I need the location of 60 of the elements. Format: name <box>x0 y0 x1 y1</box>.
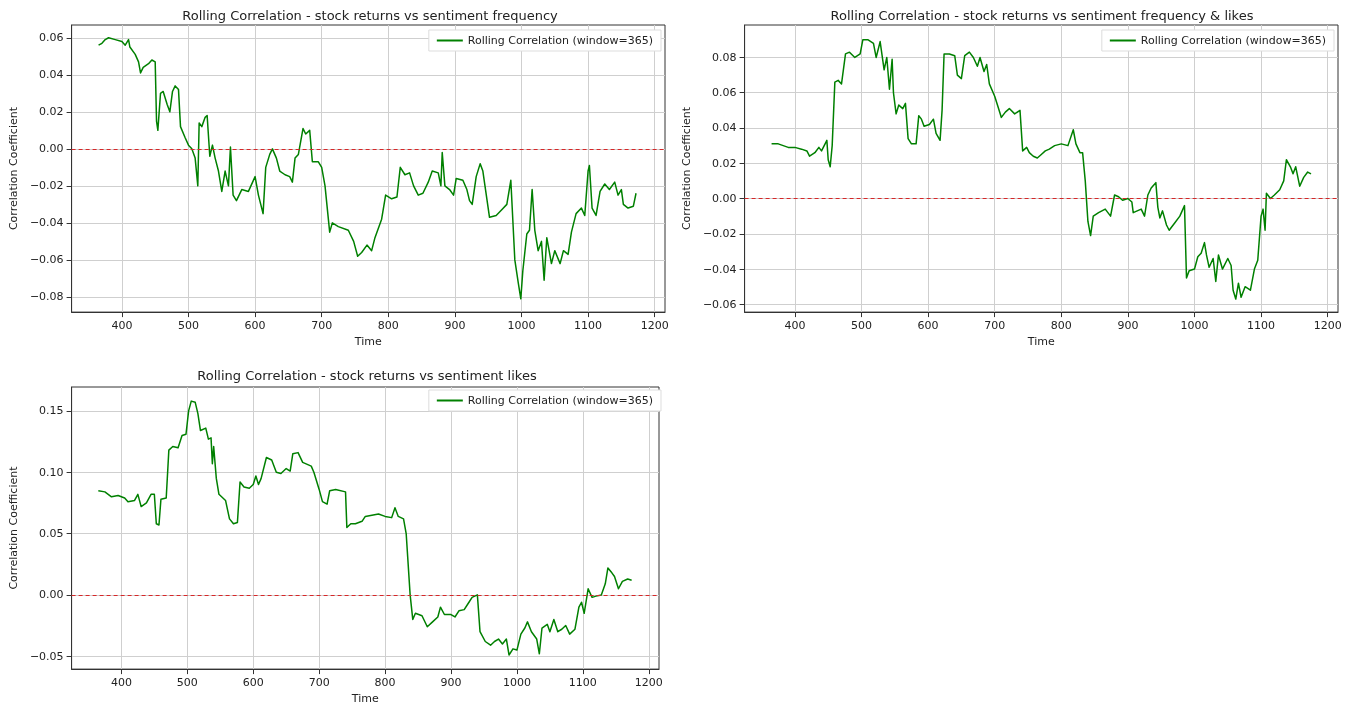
x-tick-label: 500 <box>177 319 199 333</box>
chart-title: Rolling Correlation - stock returns vs sentiment frequency <box>182 8 559 23</box>
chart-title: Rolling Correlation - stock returns vs sentiment likes <box>197 368 537 383</box>
x-tick-label: 1100 <box>1247 319 1276 333</box>
y-tick-label: 0.06 <box>712 86 737 100</box>
y-axis-title: Correlation Coefficient <box>680 106 693 231</box>
legend-label: Rolling Correlation (window=365) <box>1140 34 1327 47</box>
y-tick-label: −0.02 <box>29 179 64 193</box>
y-tick-label: 0.04 <box>712 121 737 135</box>
x-tick-label: 600 <box>242 676 264 690</box>
x-tick-label: 900 <box>440 676 462 690</box>
x-tick-label: 800 <box>377 319 399 333</box>
y-tick-label: −0.04 <box>29 216 64 230</box>
y-tick-label: 0.08 <box>712 50 737 64</box>
x-tick-label: 900 <box>1117 319 1139 333</box>
x-tick-label: 400 <box>111 319 133 333</box>
x-tick-label: 700 <box>984 319 1006 333</box>
x-tick-label: 1000 <box>507 319 536 333</box>
x-tick-label: 1100 <box>574 319 603 333</box>
y-tick-label: 0.10 <box>39 465 64 479</box>
x-tick-label: 900 <box>444 319 466 333</box>
chart-title: Rolling Correlation - stock returns vs sentiment frequency & likes <box>830 8 1254 23</box>
x-tick-label: 1200 <box>1313 319 1342 333</box>
y-tick-label: 0.06 <box>39 31 64 45</box>
x-tick-label: 700 <box>308 676 330 690</box>
y-tick-label: 0.04 <box>39 68 64 82</box>
x-axis-title: Time <box>353 335 382 348</box>
y-axis-title: Correlation Coefficient <box>7 465 20 590</box>
x-tick-label: 500 <box>850 319 872 333</box>
y-tick-label: −0.04 <box>702 262 737 276</box>
x-tick-label: 600 <box>917 319 939 333</box>
y-tick-label: 0.02 <box>39 105 64 119</box>
legend-label: Rolling Correlation (window=365) <box>467 394 654 407</box>
y-tick-label: 0.00 <box>39 142 64 156</box>
y-tick-label: 0.02 <box>712 156 737 170</box>
x-tick-label: 400 <box>110 676 132 690</box>
x-tick-label: 600 <box>244 319 266 333</box>
y-tick-label: 0.00 <box>39 588 64 602</box>
x-tick-label: 1200 <box>634 676 663 690</box>
y-tick-label: −0.06 <box>702 297 737 311</box>
x-tick-label: 1100 <box>568 676 597 690</box>
x-tick-label: 800 <box>1050 319 1072 333</box>
x-tick-label: 500 <box>176 676 198 690</box>
legend-label: Rolling Correlation (window=365) <box>467 34 654 47</box>
y-tick-label: 0.15 <box>39 404 64 418</box>
y-tick-label: −0.05 <box>29 649 64 663</box>
y-axis-title: Correlation Coefficient <box>7 106 20 231</box>
y-tick-label: −0.08 <box>29 290 64 304</box>
x-axis-title: Time <box>1026 335 1055 348</box>
y-tick-label: −0.06 <box>29 253 64 267</box>
x-tick-label: 1200 <box>640 319 669 333</box>
x-tick-label: 800 <box>374 676 396 690</box>
x-tick-label: 400 <box>784 319 806 333</box>
x-tick-label: 700 <box>311 319 333 333</box>
y-tick-label: 0.05 <box>39 527 64 541</box>
y-tick-label: 0.00 <box>712 192 737 206</box>
y-tick-label: −0.02 <box>702 227 737 241</box>
x-tick-label: 1000 <box>502 676 531 690</box>
x-axis-title: Time <box>350 692 379 705</box>
x-tick-label: 1000 <box>1180 319 1209 333</box>
